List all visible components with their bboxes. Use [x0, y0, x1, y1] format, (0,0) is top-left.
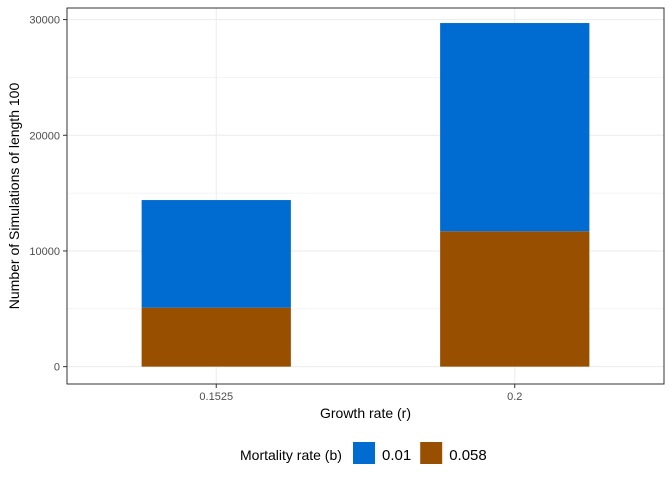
y-tick-label: 0 — [54, 362, 60, 374]
legend: Mortality rate (b) 0.01 0.058 — [240, 442, 487, 464]
bars — [141, 23, 590, 367]
legend-label-0.01: 0.01 — [382, 447, 411, 464]
y-axis-title: Number of Simulations of length 100 — [6, 83, 22, 310]
y-axis-ticks: 0 10000 20000 30000 — [29, 15, 67, 374]
bar-0.1525-0.058 — [141, 307, 291, 367]
legend-key-0.01 — [353, 442, 375, 464]
legend-key-0.058 — [420, 442, 443, 464]
legend-title: Mortality rate (b) — [240, 447, 342, 463]
panel-border — [66, 7, 665, 385]
x-axis-title: Growth rate (r) — [320, 405, 411, 421]
legend-label-0.058: 0.058 — [449, 447, 487, 464]
y-tick-label: 20000 — [29, 130, 60, 142]
bar-0.2-0.01 — [440, 23, 590, 232]
x-axis-ticks: 0.1525 0.2 — [199, 384, 522, 403]
bar-0.2-0.058 — [440, 231, 590, 367]
x-tick-label: 0.2 — [507, 391, 522, 403]
y-tick-label: 10000 — [29, 246, 60, 258]
bar-0.1525-0.01 — [141, 200, 291, 308]
y-tick-label: 30000 — [29, 15, 60, 27]
x-tick-label: 0.1525 — [199, 391, 233, 403]
